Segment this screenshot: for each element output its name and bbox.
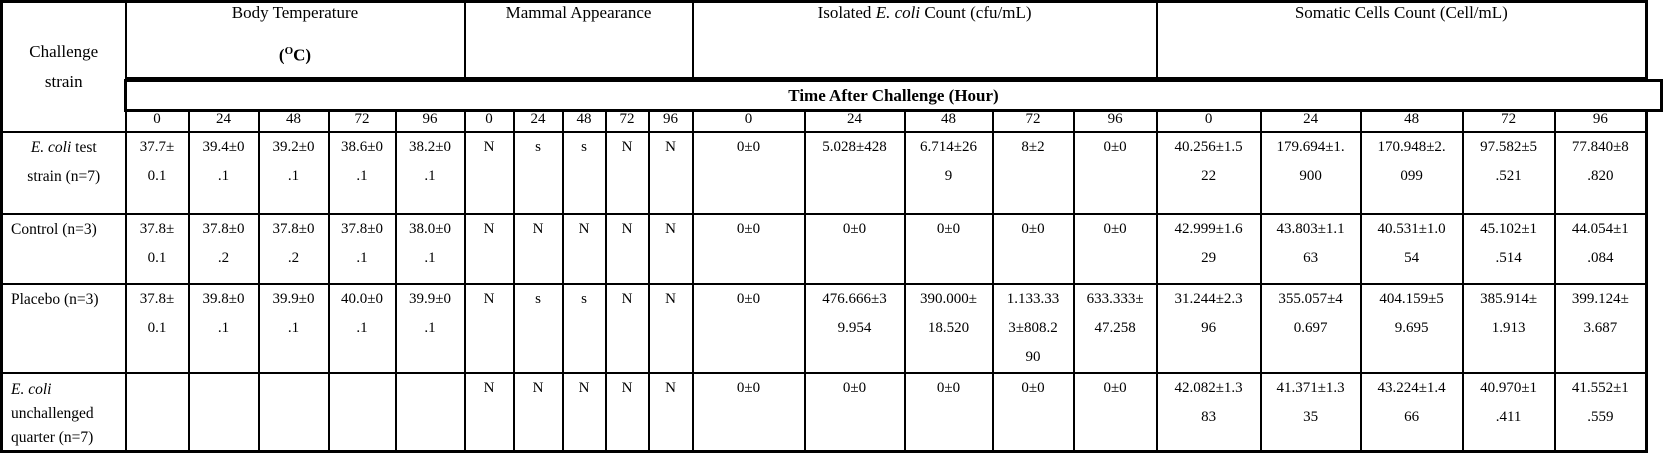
challenge-results-table: Challenge strain Body Temperature (OC) Ma…	[0, 0, 1649, 453]
cell-somatic-cells: 355.057±4 0.697	[1259, 282, 1362, 374]
group-header-mammal-appearance: Mammal Appearance	[463, 0, 694, 79]
row-label-placebo: Placebo (n=3)	[0, 282, 127, 374]
cell-body-temperature: 39.2±0 .1	[257, 130, 330, 215]
cell-mammal-appearance: s	[512, 282, 564, 374]
cell-mammal-appearance: s	[561, 282, 607, 374]
group-header-body-temperature: Body Temperature (OC)	[124, 0, 466, 79]
cell-somatic-cells: 399.124± 3.687	[1553, 282, 1648, 374]
cell-body-temperature: 37.8±0 .2	[187, 212, 260, 285]
cell-mammal-appearance: N	[561, 212, 607, 285]
cell-mammal-appearance: N	[604, 212, 650, 285]
corner-header-challenge-strain: Challenge strain	[0, 0, 127, 133]
cell-ecoli-count: 5.028±428	[803, 130, 906, 215]
cell-ecoli-count: 8±2	[991, 130, 1075, 215]
cell-body-temperature: 38.0±0 .1	[394, 212, 466, 285]
cell-body-temperature: 38.2±0 .1	[394, 130, 466, 215]
cell-somatic-cells: 41.552±1 .559	[1553, 371, 1648, 452]
cell-body-temperature: 37.8±0 .2	[257, 212, 330, 285]
cell-mammal-appearance: N	[604, 371, 650, 452]
cell-somatic-cells: 42.999±1.6 29	[1155, 212, 1262, 285]
cell-somatic-cells: 43.224±1.4 66	[1359, 371, 1464, 452]
body-temperature-title: Body Temperature	[231, 3, 359, 23]
group-header-somatic-cells: Somatic Cells Count (Cell/mL)	[1155, 0, 1648, 79]
cell-ecoli-count: 0±0	[691, 130, 806, 215]
cell-body-temperature: 39.9±0 .1	[257, 282, 330, 374]
cell-mammal-appearance: N	[512, 371, 564, 452]
cell-somatic-cells: 97.582±5 .521	[1461, 130, 1556, 215]
cell-mammal-appearance: N	[647, 282, 694, 374]
cell-somatic-cells: 31.244±2.3 96	[1155, 282, 1262, 374]
cell-somatic-cells: 40.256±1.5 22	[1155, 130, 1262, 215]
cell-body-temperature	[124, 371, 190, 452]
cell-mammal-appearance: s	[512, 130, 564, 215]
cell-body-temperature: 39.8±0 .1	[187, 282, 260, 374]
time-after-challenge-banner: Time After Challenge (Hour)	[124, 79, 1663, 112]
cell-ecoli-count: 0±0	[803, 212, 906, 285]
cell-mammal-appearance: N	[463, 371, 515, 452]
cell-body-temperature: 37.8± 0.1	[124, 212, 190, 285]
cell-mammal-appearance: N	[561, 371, 607, 452]
table-row: E. coli unchallenged quarter (n=7) N N N…	[0, 371, 1648, 452]
cell-ecoli-count: 0±0	[1072, 212, 1158, 285]
cell-mammal-appearance: N	[512, 212, 564, 285]
cell-somatic-cells: 385.914± 1.913	[1461, 282, 1556, 374]
cell-body-temperature	[257, 371, 330, 452]
cell-ecoli-count: 0±0	[991, 212, 1075, 285]
table-row: E. coli test strain (n=7) 37.7± 0.1 39.4…	[0, 130, 1648, 215]
cell-ecoli-count: 0±0	[691, 212, 806, 285]
cell-mammal-appearance: N	[647, 212, 694, 285]
cell-ecoli-count: 6.714±26 9	[903, 130, 994, 215]
cell-ecoli-count: 633.333± 47.258	[1072, 282, 1158, 374]
cell-mammal-appearance: N	[463, 282, 515, 374]
cell-somatic-cells: 77.840±8 .820	[1553, 130, 1648, 215]
cell-body-temperature: 37.8± 0.1	[124, 282, 190, 374]
cell-mammal-appearance: s	[561, 130, 607, 215]
cell-mammal-appearance: N	[647, 371, 694, 452]
cell-ecoli-count: 0±0	[803, 371, 906, 452]
cell-ecoli-count: 0±0	[691, 282, 806, 374]
table-row: Control (n=3) 37.8± 0.1 37.8±0 .2 37.8±0…	[0, 212, 1648, 285]
cell-somatic-cells: 40.531±1.0 54	[1359, 212, 1464, 285]
cell-body-temperature: 37.7± 0.1	[124, 130, 190, 215]
row-label-control: Control (n=3)	[0, 212, 127, 285]
cell-body-temperature	[327, 371, 397, 452]
cell-ecoli-count: 0±0	[903, 371, 994, 452]
banner-label: Time After Challenge (Hour)	[788, 85, 999, 105]
cell-ecoli-count: 0±0	[1072, 130, 1158, 215]
cell-body-temperature: 38.6±0 .1	[327, 130, 397, 215]
cell-body-temperature	[394, 371, 466, 452]
cell-mammal-appearance: N	[604, 130, 650, 215]
cell-somatic-cells: 42.082±1.3 83	[1155, 371, 1262, 452]
cell-somatic-cells: 43.803±1.1 63	[1259, 212, 1362, 285]
cell-somatic-cells: 170.948±2. 099	[1359, 130, 1464, 215]
cell-mammal-appearance: N	[604, 282, 650, 374]
cell-body-temperature: 39.4±0 .1	[187, 130, 260, 215]
cell-somatic-cells: 41.371±1.3 35	[1259, 371, 1362, 452]
cell-body-temperature	[187, 371, 260, 452]
cell-body-temperature: 37.8±0 .1	[327, 212, 397, 285]
cell-mammal-appearance: N	[647, 130, 694, 215]
body-temperature-unit: (OC)	[278, 45, 312, 65]
cell-mammal-appearance: N	[463, 130, 515, 215]
row-label-ecoli-test-strain: E. coli test strain (n=7)	[0, 130, 127, 215]
cell-ecoli-count: 390.000± 18.520	[903, 282, 994, 374]
cell-somatic-cells: 40.970±1 .411	[1461, 371, 1556, 452]
cell-somatic-cells: 404.159±5 9.695	[1359, 282, 1464, 374]
cell-somatic-cells: 45.102±1 .514	[1461, 212, 1556, 285]
cell-somatic-cells: 44.054±1 .084	[1553, 212, 1648, 285]
cell-ecoli-count: 0±0	[903, 212, 994, 285]
cell-somatic-cells: 179.694±1. 900	[1259, 130, 1362, 215]
cell-ecoli-count: 0±0	[691, 371, 806, 452]
cell-mammal-appearance: N	[463, 212, 515, 285]
cell-ecoli-count: 0±0	[1072, 371, 1158, 452]
cell-ecoli-count: 1.133.33 3±808.2 90	[991, 282, 1075, 374]
table-row: Placebo (n=3) 37.8± 0.1 39.8±0 .1 39.9±0…	[0, 282, 1648, 374]
group-header-ecoli-count: Isolated E. coli Count (cfu/mL)	[691, 0, 1158, 79]
row-label-ecoli-unchallenged: E. coli unchallenged quarter (n=7)	[0, 371, 127, 452]
cell-ecoli-count: 476.666±3 9.954	[803, 282, 906, 374]
cell-body-temperature: 40.0±0 .1	[327, 282, 397, 374]
cell-body-temperature: 39.9±0 .1	[394, 282, 466, 374]
cell-ecoli-count: 0±0	[991, 371, 1075, 452]
